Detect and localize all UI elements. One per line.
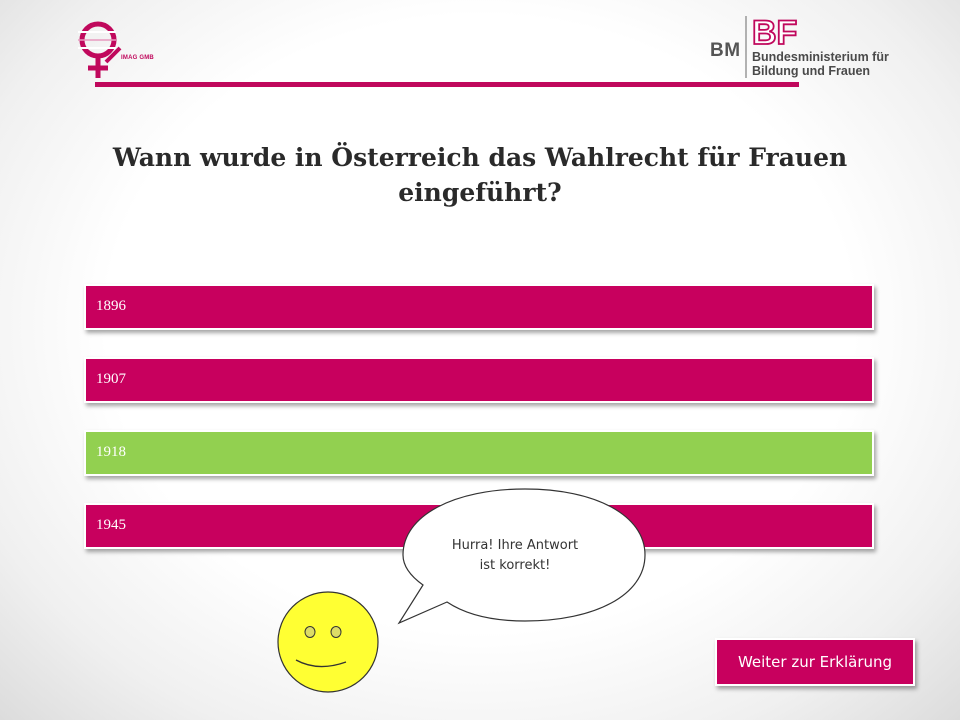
ministry-logo-mark-icon: BF: [745, 13, 798, 78]
speech-bubble: [397, 488, 646, 625]
answer-label: 1945: [96, 517, 126, 533]
answer-label: 1896: [96, 298, 126, 314]
question-title: Wann wurde in Österreich das Wahlrecht f…: [112, 143, 848, 207]
smiley-face-icon: [277, 591, 379, 693]
answer-option-1907[interactable]: 1907: [84, 357, 874, 403]
ministry-abbr: BM: [710, 40, 741, 61]
header-divider: [95, 82, 799, 87]
answer-option-1896[interactable]: 1896: [84, 284, 874, 330]
feedback-message: Hurra! Ihre Antwort ist korrekt!: [440, 536, 590, 576]
feedback-line-1: Hurra! Ihre Antwort: [451, 538, 579, 553]
answer-label: 1907: [96, 371, 126, 387]
imag-logo-text: IMAG GMB: [121, 55, 154, 61]
ministry-name-line1: Bundesministerium für: [752, 50, 889, 64]
feedback-line-2: ist korrekt!: [479, 558, 551, 573]
bf-logo-letters: BF: [752, 14, 797, 52]
next-explanation-button[interactable]: Weiter zur Erklärung: [715, 638, 915, 686]
answer-option-1918-correct[interactable]: 1918: [84, 430, 874, 476]
answer-label: 1918: [96, 444, 126, 460]
ministry-name-line2: Bildung und Frauen: [752, 64, 871, 78]
venus-symbol-logo-icon: [78, 21, 122, 78]
